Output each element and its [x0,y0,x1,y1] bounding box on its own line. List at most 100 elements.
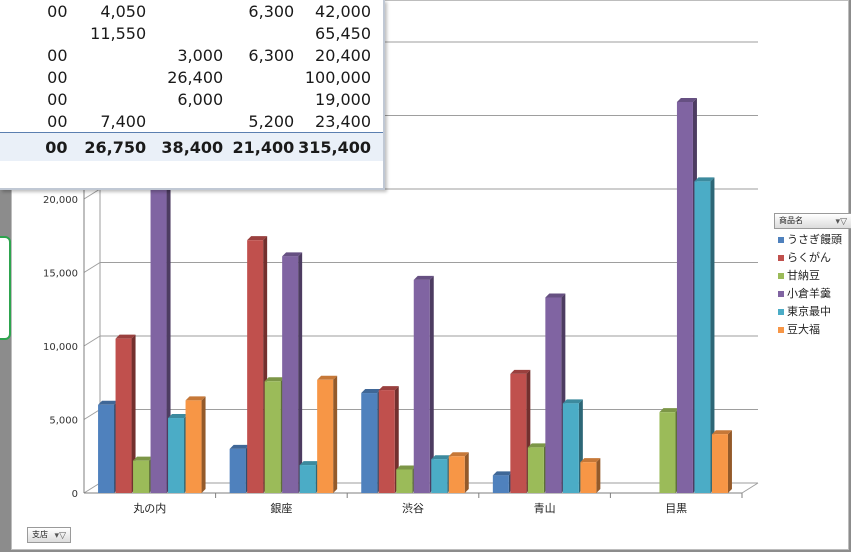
table-cell[interactable] [146,110,223,133]
bar [168,418,185,493]
table-row: 00 7,400 5,200 23,400 [0,110,383,133]
bar-top [98,400,119,405]
table-cell[interactable]: 100,000 [304,67,371,87]
legend-item[interactable]: らくがん [778,249,842,267]
bar [527,447,544,493]
table-cell[interactable]: 19,000 [315,89,371,109]
bar-top [562,399,583,404]
legend-swatch [778,273,784,279]
table-cell[interactable] [68,66,147,88]
bar [676,101,693,493]
y-tick-label: 0 [72,489,78,500]
bar-side [464,452,469,493]
table-cell[interactable]: 11,550 [90,23,147,43]
bar-top [229,444,250,449]
bar [150,125,167,493]
table-cell[interactable] [68,88,147,110]
total-row: 00 26,750 38,400 21,400 315,400 [0,132,383,161]
total-cell[interactable]: 26,750 [67,132,147,161]
table-cell[interactable]: 00 [47,111,68,131]
table-cell[interactable] [68,44,147,66]
axis-field-button[interactable]: 支店 ▾▽ [27,527,71,543]
table-cell[interactable]: 6,000 [177,89,224,109]
bar [133,460,150,493]
bar [545,297,562,493]
bar-top [431,455,452,460]
bar [431,459,448,493]
legend-label: 東京最中 [787,305,831,318]
filter-icon[interactable]: ▾▽ [835,216,847,226]
legend-swatch [778,255,784,261]
legend-label: 甘納豆 [787,269,820,282]
table-cell [0,110,7,133]
x-tick-label: 渋谷 [402,502,424,515]
bar-top [580,458,601,463]
legend-field-label: 商品名 [779,216,803,225]
bar-top [361,389,382,394]
gridline [83,409,101,420]
chart-area: 0 5,000 10,000 15,000 20,000 丸の内 銀座 渋谷 青山 目黒 商品名 … [11,0,851,550]
bar [229,448,246,493]
bar-top [676,97,697,102]
table-cell[interactable]: 20,400 [315,45,371,65]
bar [492,475,509,493]
table-cell[interactable]: 00 [47,1,68,21]
table-cell[interactable]: 00 [47,45,68,65]
bar-side [333,375,338,493]
table-row: 00 4,050 6,300 42,000 [0,0,383,22]
table-cell[interactable] [223,66,294,88]
bar [185,400,202,493]
y-tick-label: 15,000 [43,269,78,280]
bar [98,404,115,493]
table-cell[interactable]: 6,300 [248,1,295,21]
bar-top [378,386,399,391]
legend-label: うさぎ饅頭 [787,233,842,246]
legend-item[interactable]: 小倉羊羹 [778,285,842,303]
bar [510,373,527,493]
bar [580,462,597,493]
legend-item[interactable]: 甘納豆 [778,267,842,285]
table-cell [0,66,7,88]
table-row: 00 26,400 100,000 [0,66,383,88]
total-cell[interactable]: 315,400 [294,132,383,161]
table-cell[interactable]: 3,000 [177,45,224,65]
total-cell[interactable]: 21,400 [223,132,295,161]
table-cell[interactable] [146,0,223,22]
bar [282,256,299,493]
legend-item[interactable]: 東京最中 [778,303,842,321]
bar [299,465,316,493]
bar-top [185,396,206,401]
legend: うさぎ饅頭らくがん甘納豆小倉羊羹東京最中豆大福 [778,231,842,339]
bar [694,181,711,494]
legend-field-button[interactable]: 商品名 ▾▽ [774,213,851,229]
table-cell[interactable]: 6,300 [248,45,295,65]
table-cell[interactable]: 5,200 [248,111,295,131]
legend-item[interactable]: 豆大福 [778,321,842,339]
bar-side [298,252,303,493]
total-cell[interactable]: 38,400 [146,132,224,161]
filter-icon[interactable]: ▾▽ [54,530,66,540]
table-cell[interactable] [223,88,294,110]
table-cell [0,22,7,44]
bar-top [299,461,320,466]
table-cell[interactable]: 42,000 [315,1,371,21]
legend-item[interactable]: うさぎ饅頭 [778,231,842,249]
table-cell[interactable]: 7,400 [100,111,147,131]
bar-top [711,430,732,435]
table-cell[interactable] [223,22,294,44]
legend-swatch [778,291,784,297]
table-cell[interactable]: 00 [47,89,68,109]
table-cell[interactable]: 4,050 [100,1,147,21]
table-cell[interactable]: 23,400 [315,111,371,131]
table-cell[interactable]: 26,400 [167,67,224,87]
total-cell[interactable]: 00 [7,132,68,161]
table-cell [0,0,7,22]
table-cell[interactable]: 00 [47,67,68,87]
bar-side [394,386,399,493]
legend-swatch [778,309,784,315]
table-cell[interactable] [146,22,223,44]
table-cell[interactable] [7,22,68,44]
table-cell[interactable]: 65,450 [315,23,371,43]
bar [115,338,132,493]
gridline [83,482,101,494]
